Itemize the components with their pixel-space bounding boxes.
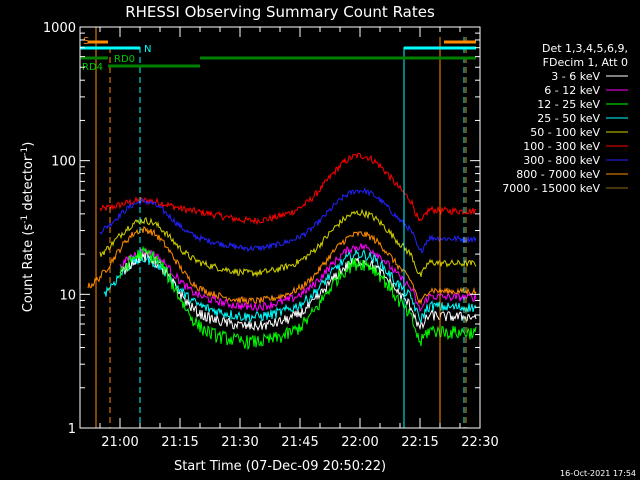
legend-label: 300 - 800 keV xyxy=(523,154,600,167)
y-tick-label: 100 xyxy=(51,155,76,170)
x-tick-label: 21:45 xyxy=(281,435,318,450)
legend-label: 100 - 300 keV xyxy=(523,140,600,153)
series-line xyxy=(99,187,477,255)
legend-label: 3 - 6 keV xyxy=(551,70,600,83)
y-label-part3: ) xyxy=(21,142,36,147)
legend-header-line1: Det 1,3,4,5,6,9, xyxy=(542,42,628,55)
legend-label: 800 - 7000 keV xyxy=(516,168,600,181)
legend: Det 1,3,4,5,6,9, FDecim 1, Att 0 3 - 6 k… xyxy=(502,42,628,195)
flag-rd4-label: RD4 xyxy=(82,62,103,73)
x-tick-label: 22:00 xyxy=(341,435,378,450)
y-axis-label: Count Rate (s-1 detector-1) xyxy=(20,142,36,313)
legend-header-line2: FDecim 1, Att 0 xyxy=(543,56,628,69)
series-line xyxy=(99,208,477,278)
legend-label: 50 - 100 keV xyxy=(530,126,600,139)
legend-label: 6 - 12 keV xyxy=(544,84,600,97)
flag-n-label: N xyxy=(144,44,151,55)
series-line xyxy=(119,243,477,313)
flag-rd0-label: RD0 xyxy=(114,54,135,65)
series-line xyxy=(119,251,477,332)
y-label-part2: detector xyxy=(21,155,36,215)
legend-label: 7000 - 15000 keV xyxy=(502,182,600,195)
series-line xyxy=(119,245,477,351)
flag-layer: S N RD0 RD4 xyxy=(80,27,476,428)
legend-label: 12 - 25 keV xyxy=(537,98,600,111)
footer-date: 16-Oct-2021 17:54 xyxy=(560,469,636,478)
chart-title: RHESSI Observing Summary Count Rates xyxy=(125,3,435,21)
y-tick-label: 1 xyxy=(68,422,76,437)
axes-layer: 1 10 100 1000 21:00 21:15 21:30 21:45 22:00 22:15… xyxy=(43,21,499,450)
series-layer xyxy=(87,152,477,351)
y-label-part1: Count Rate (s xyxy=(21,224,36,313)
series-line xyxy=(87,225,477,306)
y-tick-label: 10 xyxy=(59,288,76,303)
x-tick-label: 22:30 xyxy=(461,435,498,450)
y-label-sup2: -1 xyxy=(20,147,30,156)
series-line xyxy=(99,152,477,226)
x-axis-label: Start Time (07-Dec-09 20:50:22) xyxy=(174,459,386,474)
x-tick-label: 21:30 xyxy=(221,435,258,450)
x-tick-label: 21:00 xyxy=(101,435,138,450)
x-tick-label: 22:15 xyxy=(401,435,438,450)
y-tick-label: 1000 xyxy=(43,21,76,36)
x-tick-label: 21:15 xyxy=(161,435,198,450)
y-label-sup1: -1 xyxy=(20,215,30,224)
flag-s-label: S xyxy=(83,36,89,47)
legend-label: 25 - 50 keV xyxy=(537,112,600,125)
